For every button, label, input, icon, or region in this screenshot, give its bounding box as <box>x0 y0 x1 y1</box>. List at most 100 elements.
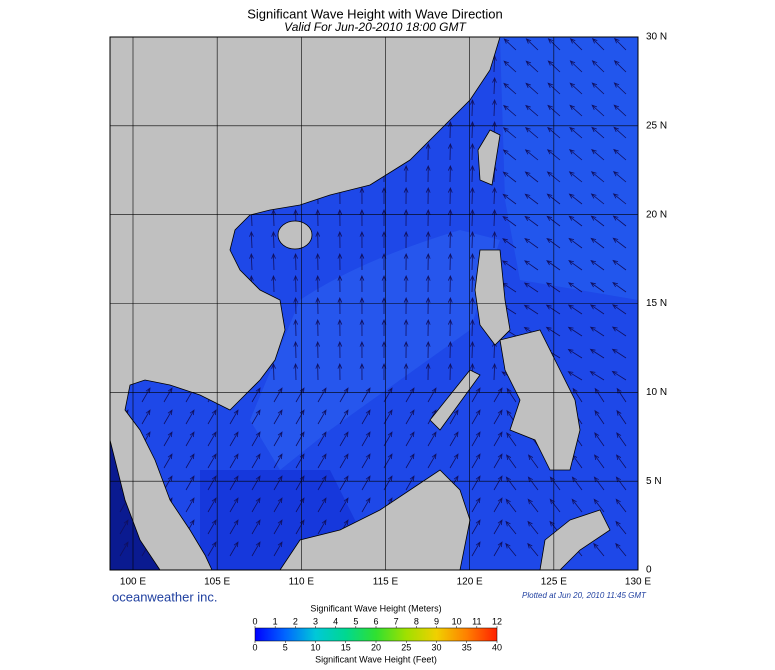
arrow <box>163 387 173 403</box>
arrow <box>470 296 475 315</box>
arrow <box>611 370 627 381</box>
arrow <box>568 149 583 161</box>
lon-label: 125 E <box>541 577 567 588</box>
arrow <box>524 171 539 183</box>
arrow <box>525 104 539 117</box>
arrow <box>545 326 561 337</box>
arrow <box>612 171 627 183</box>
arrow <box>359 362 365 381</box>
arrow <box>447 362 453 381</box>
arrow <box>425 186 431 205</box>
arrow <box>251 409 261 425</box>
arrow <box>493 431 503 447</box>
arrow <box>568 171 583 183</box>
arrow <box>141 409 151 425</box>
arrow <box>492 208 497 227</box>
meters-tick-label: 4 <box>333 616 338 626</box>
arrow <box>273 387 283 403</box>
arrow <box>470 186 475 205</box>
arrow <box>502 127 517 139</box>
arrow <box>569 104 583 117</box>
arrow <box>403 340 409 359</box>
arrow <box>567 348 583 359</box>
title: Significant Wave Height with Wave Direct… <box>247 6 503 21</box>
arrow <box>271 252 276 271</box>
arrow <box>493 475 503 491</box>
arrow <box>229 409 239 425</box>
arrow <box>593 476 605 491</box>
arrow <box>547 60 561 73</box>
arrow <box>615 454 627 469</box>
arrow <box>524 238 539 249</box>
arrow <box>273 409 283 425</box>
arrow <box>207 541 217 557</box>
arrow <box>524 260 539 271</box>
arrow <box>471 409 481 425</box>
arrow <box>249 230 254 249</box>
arrow <box>616 387 627 403</box>
arrow <box>207 519 217 535</box>
arrow <box>568 260 583 271</box>
arrow <box>470 252 475 271</box>
arrow <box>359 274 365 293</box>
arrow <box>251 541 261 557</box>
arrow <box>470 230 475 249</box>
arrow <box>273 431 283 447</box>
arrow <box>185 431 195 447</box>
arrow <box>493 497 503 513</box>
arrow <box>273 519 283 535</box>
arrow <box>359 318 365 337</box>
arrow <box>590 171 605 183</box>
graticule <box>110 37 638 570</box>
arrow <box>359 230 365 249</box>
arrow <box>590 193 605 205</box>
arrow <box>612 304 627 315</box>
feet-tick-label: 20 <box>371 642 381 652</box>
arrow <box>427 387 437 403</box>
arrow <box>593 542 605 557</box>
arrow <box>503 104 517 117</box>
arrow <box>271 208 276 227</box>
palawan <box>429 369 481 431</box>
arrow <box>525 82 539 95</box>
arrow <box>590 282 605 293</box>
arrow <box>593 498 605 513</box>
sulawesi <box>539 509 611 570</box>
arrow <box>425 230 431 249</box>
hainan <box>277 220 313 250</box>
arrow <box>567 304 583 315</box>
arrow <box>361 475 371 491</box>
arrow <box>359 208 365 227</box>
feet-tick-label: 5 <box>283 642 288 652</box>
arrow <box>549 498 561 513</box>
arrow <box>591 104 605 117</box>
arrow <box>403 186 409 205</box>
meters-tick-label: 1 <box>273 616 278 626</box>
map-frame <box>109 36 639 571</box>
arrow <box>594 432 605 447</box>
arrow <box>615 542 627 557</box>
arrow <box>594 387 605 403</box>
arrow <box>589 304 605 315</box>
arrow <box>317 519 327 535</box>
arrow <box>425 252 431 271</box>
lon-label: 105 E <box>204 577 230 588</box>
arrow <box>273 497 283 513</box>
arrow <box>527 476 539 491</box>
meters-tick-label: 11 <box>472 616 481 626</box>
arrow <box>471 475 481 491</box>
arrow <box>470 274 475 293</box>
arrow <box>273 475 283 491</box>
feet-tick-label: 35 <box>462 642 472 652</box>
arrow <box>271 274 276 293</box>
colorbar-title: Significant Wave Height (Feet) <box>315 654 437 664</box>
arrow <box>502 215 517 227</box>
lat-label: 15 N <box>646 298 667 309</box>
arrow <box>229 519 239 535</box>
arrow <box>425 296 431 315</box>
arrow <box>591 148 605 161</box>
arrow <box>447 274 453 293</box>
arrow <box>471 453 481 469</box>
arrow <box>447 340 453 359</box>
